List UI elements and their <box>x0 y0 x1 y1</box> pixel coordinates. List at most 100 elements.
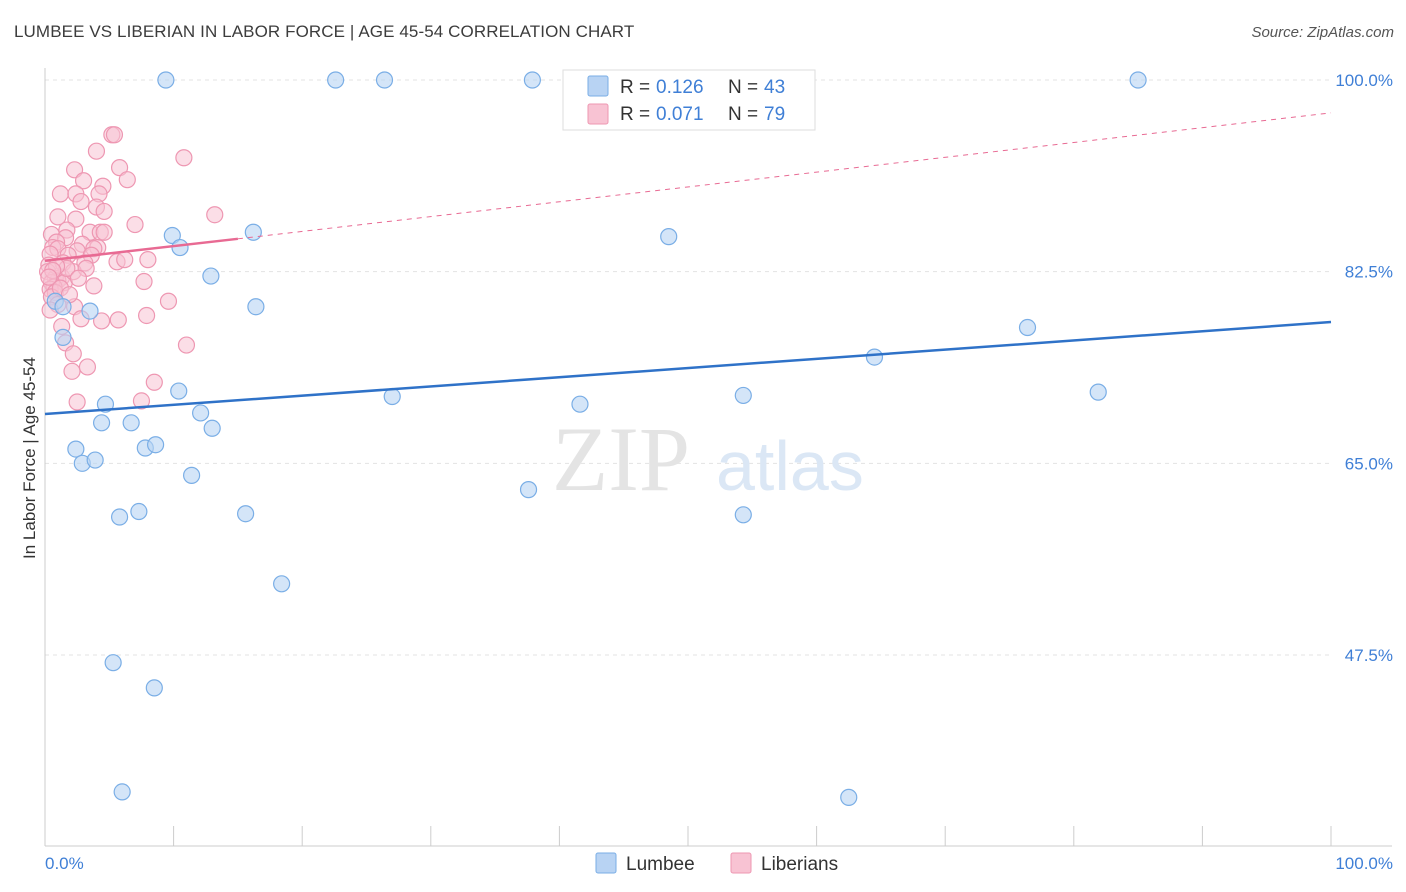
lumbee-point-12 <box>81 302 99 320</box>
lumbee-point-24 <box>734 386 752 405</box>
lumbee-point-5 <box>171 238 189 257</box>
correlation-legend: R = 0.126 N = 43 R = 0.071 N = 79 <box>562 69 816 131</box>
x-tick-label-0: 0.0% <box>45 854 84 873</box>
liberian-points <box>38 126 224 411</box>
legend-n-label-2: N = <box>728 104 758 125</box>
liberian-point-64 <box>78 358 97 376</box>
source-label: Source: ZipAtlas.com <box>1251 24 1394 41</box>
lumbee-point-15 <box>1018 318 1037 337</box>
legend-swatch-lumbee <box>587 75 609 97</box>
liberian-point-35 <box>139 251 157 269</box>
liberian-point-12 <box>72 192 90 211</box>
lumbee-point-10 <box>54 298 72 316</box>
lumbee-point-41 <box>840 788 858 806</box>
lumbee-point-21 <box>122 414 140 432</box>
lumbee-point-7 <box>202 267 220 285</box>
lumbee-point-23 <box>571 395 589 413</box>
lumbee-point-6 <box>244 223 262 241</box>
lumbee-point-11 <box>54 328 72 346</box>
watermark-zip: ZIP <box>552 408 690 510</box>
legend-swatch-lumbee-bottom <box>595 852 617 874</box>
lumbee-point-26 <box>67 440 85 458</box>
lumbee-point-39 <box>145 679 163 697</box>
liberian-point-67 <box>68 393 86 411</box>
lumbee-point-42 <box>375 71 394 89</box>
chart-title: LUMBEE VS LIBERIAN IN LABOR FORCE | AGE … <box>14 22 635 41</box>
liberian-point-75 <box>69 269 88 287</box>
lumbee-point-13 <box>660 228 678 246</box>
liberian-point-59 <box>137 306 156 325</box>
liberian-point-22 <box>95 223 113 241</box>
liberian-point-68 <box>132 392 151 410</box>
liberian-point-57 <box>109 311 127 329</box>
lumbee-point-17 <box>383 387 401 406</box>
lumbee-point-38 <box>104 654 122 672</box>
lumbee-point-40 <box>113 783 131 801</box>
liberian-trend-line <box>44 237 239 262</box>
legend-label-lumbee: Lumbee <box>626 854 695 875</box>
y-tick-label-2: 82.5% <box>1345 263 1393 282</box>
y-tick-label-0: 47.5% <box>1345 646 1393 665</box>
liberian-point-15 <box>206 206 224 224</box>
liberian-point-16 <box>49 208 67 226</box>
trend-lines <box>44 112 1332 416</box>
legend-swatch-liberians-bottom <box>730 852 752 874</box>
lumbee-point-34 <box>110 508 129 526</box>
liberian-point-52 <box>159 292 178 310</box>
lumbee-points <box>46 71 1147 806</box>
liberian-point-48 <box>85 277 103 295</box>
axis-layer <box>44 68 1392 847</box>
liberian-point-7 <box>118 171 136 189</box>
lumbee-point-0 <box>157 71 175 89</box>
lumbee-point-20 <box>92 414 111 432</box>
legend-n-value-2: 79 <box>764 104 785 125</box>
legend-r-value-2: 0.071 <box>656 104 704 125</box>
lumbee-trend-line <box>44 320 1332 416</box>
lumbee-point-25 <box>1089 383 1107 401</box>
liberian-point-65 <box>63 362 81 380</box>
legend-n-label-1: N = <box>728 77 758 98</box>
watermark: ZIP atlas <box>552 408 864 510</box>
lumbee-point-14 <box>865 348 884 366</box>
liberian-point-62 <box>177 336 196 354</box>
legend-r-value-1: 0.126 <box>656 77 704 98</box>
lumbee-point-32 <box>519 481 538 499</box>
y-tick-label-1: 65.0% <box>1345 454 1393 473</box>
legend-r-label-1: R = <box>620 77 650 98</box>
lumbee-point-16 <box>170 382 188 400</box>
x-tick-label-1: 100.0% <box>1335 854 1393 873</box>
liberian-point-47 <box>135 272 153 291</box>
legend-label-liberians: Liberians <box>761 854 838 875</box>
lumbee-point-35 <box>237 505 255 523</box>
liberian-point-2 <box>87 142 106 160</box>
liberian-point-66 <box>145 373 163 391</box>
y-tick-label-3: 100.0% <box>1335 71 1393 90</box>
lumbee-point-22 <box>203 419 221 437</box>
lumbee-point-33 <box>130 502 148 521</box>
lumbee-point-36 <box>734 506 752 524</box>
liberian-point-63 <box>64 345 82 363</box>
lumbee-point-19 <box>192 404 210 422</box>
lumbee-point-37 <box>273 575 291 593</box>
lumbee-point-30 <box>86 451 104 469</box>
legend-n-value-1: 43 <box>764 77 785 98</box>
lumbee-point-1 <box>327 71 345 89</box>
y-axis-title: In Labor Force | Age 45-54 <box>20 357 39 559</box>
lumbee-point-4 <box>163 226 181 245</box>
lumbee-point-3 <box>1129 71 1147 89</box>
lumbee-point-31 <box>183 466 201 484</box>
liberian-trend-extension <box>237 112 1332 240</box>
lumbee-point-2 <box>523 71 541 89</box>
liberian-point-18 <box>126 215 144 234</box>
liberian-point-9 <box>51 185 70 203</box>
tick-labels: 47.5% 65.0% 82.5% 100.0% 0.0% 100.0% <box>45 71 1393 873</box>
liberian-point-78 <box>40 268 58 286</box>
liberian-point-76 <box>116 251 134 269</box>
legend-r-label-2: R = <box>620 104 650 125</box>
liberian-point-5 <box>110 159 129 177</box>
liberian-point-14 <box>95 202 113 221</box>
series-legend: Lumbee Liberians <box>595 852 838 875</box>
legend-swatch-liberian <box>587 103 609 125</box>
lumbee-point-8 <box>247 298 265 316</box>
